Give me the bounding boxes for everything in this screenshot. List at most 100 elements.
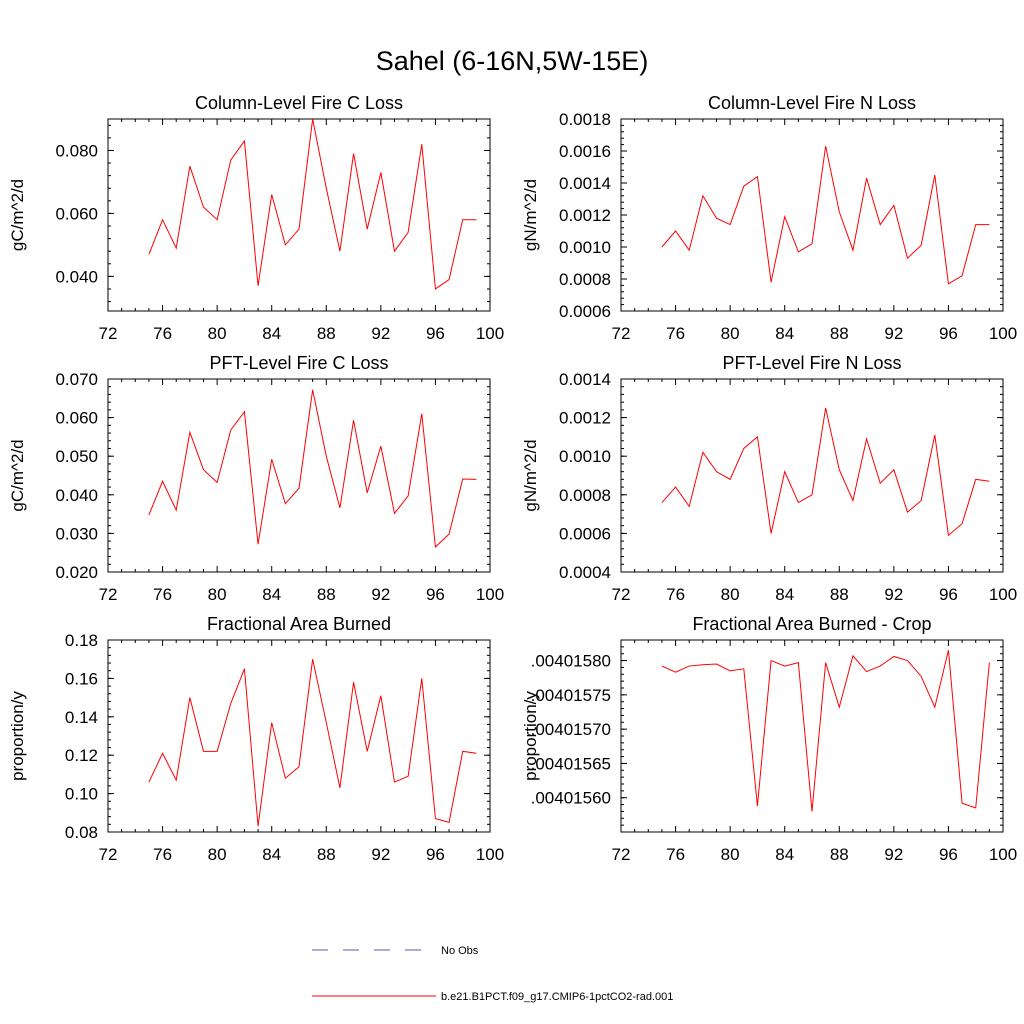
y-axis-label: gN/m^2/d	[521, 439, 540, 511]
y-axis-label: gC/m^2/d	[8, 439, 27, 511]
x-tick-label: 84	[775, 845, 794, 864]
series-line	[661, 146, 990, 285]
x-tick-label: 96	[939, 324, 958, 343]
x-tick-label: 80	[208, 324, 227, 343]
x-tick-label: 96	[939, 585, 958, 604]
series-line	[148, 659, 477, 827]
y-tick-label: 0.10	[65, 785, 98, 804]
x-tick-label: 72	[612, 585, 631, 604]
x-tick-label: 76	[153, 845, 172, 864]
y-tick-label: 0.0016	[559, 142, 611, 161]
x-tick-label: 80	[208, 585, 227, 604]
series-line	[661, 407, 990, 537]
chart-panel-5: Fractional Area Burned 72 76 80 84 88 92 96 100 0…	[8, 614, 504, 864]
series-line	[148, 389, 477, 548]
panel-title: Fractional Area Burned - Crop	[692, 614, 931, 634]
y-tick-label: 0.0014	[559, 174, 611, 193]
x-tick-label: 88	[317, 845, 336, 864]
x-tick-label: 80	[208, 845, 227, 864]
legend-label-no-obs: No Obs	[441, 945, 479, 957]
panel-title: PFT-Level Fire C Loss	[209, 353, 388, 373]
plot-frame	[107, 118, 491, 312]
x-tick-label: 80	[721, 585, 740, 604]
x-tick-label: 100	[476, 324, 504, 343]
x-tick-label: 76	[666, 324, 685, 343]
y-tick-label: 0.080	[55, 141, 98, 160]
y-tick-label: 0.12	[65, 746, 98, 765]
y-tick-label: .00401560	[531, 789, 611, 808]
y-tick-label: 0.16	[65, 669, 98, 688]
x-tick-label: 84	[262, 585, 281, 604]
chart-panel-6: Fractional Area Burned - Crop 72 76 80 84 88 9…	[521, 614, 1017, 864]
y-tick-label: 0.0018	[559, 110, 611, 129]
x-tick-label: 96	[939, 845, 958, 864]
x-tick-label: 80	[721, 324, 740, 343]
figure-title: Sahel (6-16N,5W-15E)	[376, 46, 649, 76]
x-tick-label: 100	[476, 585, 504, 604]
x-tick-label: 88	[317, 585, 336, 604]
y-tick-label: 0.040	[55, 486, 98, 505]
chart-panel-2: Column-Level Fire N Loss 72 76 80 84 88 92 96 10…	[521, 93, 1017, 343]
y-tick-label: 0.050	[55, 447, 98, 466]
y-tick-label: 0.0012	[559, 409, 611, 428]
x-tick-label: 92	[884, 585, 903, 604]
chart-panels: Column-Level Fire C Loss 72 76 80 84 88 92 96 10…	[8, 93, 1017, 864]
y-tick-label: 0.060	[55, 409, 98, 428]
y-axis-label: gC/m^2/d	[8, 179, 27, 251]
y-tick-label: 0.020	[55, 563, 98, 582]
x-tick-label: 80	[721, 845, 740, 864]
y-tick-label: 0.0008	[559, 270, 611, 289]
chart-panel-4: PFT-Level Fire N Loss 72 76 80 84 88 92 96 100 0.…	[521, 353, 1017, 604]
y-tick-label: 0.0010	[559, 238, 611, 257]
panel-title: Fractional Area Burned	[207, 614, 391, 634]
y-tick-label: 0.14	[65, 708, 98, 727]
y-tick-label: .00401570	[531, 720, 611, 739]
x-tick-label: 72	[612, 324, 631, 343]
x-tick-label: 76	[666, 845, 685, 864]
x-tick-label: 96	[426, 585, 445, 604]
x-tick-label: 96	[426, 324, 445, 343]
x-tick-label: 72	[99, 324, 118, 343]
legend-label-model: b.e21.B1PCT.f09_g17.CMIP6-1pctCO2-rad.00…	[441, 991, 673, 1003]
y-tick-label: 0.060	[55, 204, 98, 223]
y-tick-label: 0.08	[65, 823, 98, 842]
x-tick-label: 84	[775, 324, 794, 343]
plot-frame	[620, 118, 1004, 312]
legend: No Obs b.e21.B1PCT.f09_g17.CMIP6-1pctCO2…	[312, 945, 673, 1003]
x-tick-label: 72	[99, 845, 118, 864]
series-line	[148, 118, 477, 290]
x-tick-label: 84	[262, 324, 281, 343]
y-tick-label: 0.0010	[559, 447, 611, 466]
x-tick-label: 100	[476, 845, 504, 864]
x-tick-label: 88	[830, 585, 849, 604]
y-tick-label: 0.040	[55, 267, 98, 286]
y-tick-label: .00401575	[531, 686, 611, 705]
y-tick-label: 0.070	[55, 370, 98, 389]
y-tick-label: .00401565	[531, 754, 611, 773]
plot-frame	[620, 639, 1004, 833]
x-tick-label: 100	[989, 845, 1017, 864]
panel-title: Column-Level Fire C Loss	[195, 93, 403, 113]
chart-panel-3: PFT-Level Fire C Loss 72 76 80 84 88 92 96 100 0.…	[8, 353, 504, 604]
y-axis-label: proportion/y	[8, 691, 27, 781]
x-tick-label: 72	[612, 845, 631, 864]
plot-frame	[107, 378, 491, 573]
plot-frame	[107, 639, 491, 833]
x-tick-label: 92	[371, 845, 390, 864]
x-tick-label: 92	[884, 845, 903, 864]
chart-panel-1: Column-Level Fire C Loss 72 76 80 84 88 92 96 10…	[8, 93, 504, 343]
plot-frame	[620, 378, 1004, 573]
x-tick-label: 88	[830, 324, 849, 343]
x-tick-label: 96	[426, 845, 445, 864]
y-tick-label: 0.0006	[559, 524, 611, 543]
y-tick-label: 0.030	[55, 524, 98, 543]
x-tick-label: 92	[371, 324, 390, 343]
y-tick-label: 0.0006	[559, 302, 611, 321]
series-line	[661, 650, 990, 812]
y-tick-label: 0.0008	[559, 486, 611, 505]
x-tick-label: 92	[371, 585, 390, 604]
x-tick-label: 84	[262, 845, 281, 864]
x-tick-label: 88	[317, 324, 336, 343]
x-tick-label: 84	[775, 585, 794, 604]
